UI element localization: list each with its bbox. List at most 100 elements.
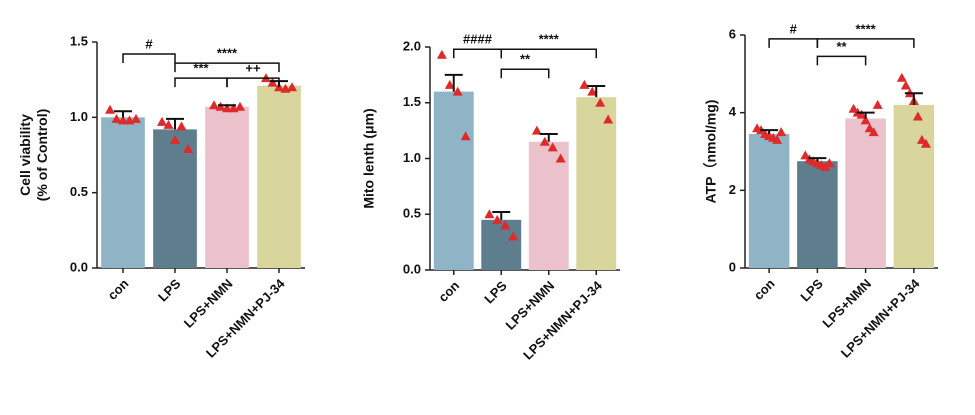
- data-point: [856, 109, 867, 119]
- data-point: [872, 99, 883, 109]
- bar: [257, 85, 301, 269]
- significance-label: ++: [245, 61, 261, 76]
- significance-bracket: [453, 48, 502, 59]
- data-point: [163, 119, 174, 129]
- error-bar: [218, 104, 236, 107]
- error-bar: [114, 110, 132, 118]
- bar: [845, 118, 886, 268]
- significance-label: #: [145, 36, 153, 51]
- bar: [748, 134, 790, 268]
- data-point: [539, 136, 550, 146]
- y-tick-label: 1.0: [403, 150, 421, 165]
- y-tick-label: 2: [729, 182, 736, 197]
- data-point: [222, 103, 232, 113]
- data-point: [587, 86, 598, 96]
- data-point: [131, 113, 141, 123]
- y-tick-label: 4: [729, 104, 737, 119]
- x-tick-label: con: [435, 278, 462, 305]
- x-tick-label: LPS: [797, 276, 826, 305]
- error-bar: [539, 132, 558, 142]
- y-tick-label: 0.5: [403, 206, 421, 221]
- data-point: [776, 127, 787, 137]
- data-point: [436, 49, 447, 59]
- y-tick-label: 1.5: [70, 33, 88, 48]
- bar: [576, 97, 617, 270]
- data-point: [555, 153, 566, 163]
- data-point: [868, 127, 879, 137]
- bar: [433, 91, 474, 270]
- data-point: [235, 101, 245, 111]
- error-bar: [760, 129, 779, 135]
- data-point: [824, 158, 835, 168]
- significance-label: ####: [463, 32, 493, 47]
- bar: [101, 117, 145, 268]
- data-point: [157, 116, 167, 126]
- data-point: [772, 134, 783, 144]
- significance-label: **: [836, 39, 847, 54]
- data-point: [900, 80, 911, 90]
- significance-bracket: [500, 68, 550, 79]
- significance-bracket: [174, 62, 280, 73]
- error-bar: [492, 211, 511, 220]
- data-point: [215, 101, 226, 111]
- bar: [797, 161, 838, 268]
- significance-bracket: [816, 38, 915, 48]
- significance-bracket: [768, 38, 819, 48]
- data-point: [176, 121, 187, 131]
- data-point: [444, 79, 455, 89]
- y-tick-label: 0.5: [70, 184, 88, 199]
- data-point: [452, 86, 463, 96]
- data-point: [920, 138, 931, 148]
- error-bar: [856, 111, 875, 119]
- data-point: [603, 114, 614, 124]
- y-tick-label: 6: [729, 26, 736, 41]
- y-axis-label: Cell viability: [17, 114, 33, 196]
- data-point: [484, 209, 495, 219]
- y-axis-label: ATP（nmol/mg): [703, 100, 719, 204]
- x-tick-label: LPS: [481, 278, 510, 307]
- y-tick-label: 1.0: [70, 109, 88, 124]
- significance-label: ****: [539, 32, 560, 47]
- data-point: [267, 77, 278, 87]
- significance-label: ****: [217, 46, 238, 61]
- bar: [528, 141, 569, 270]
- y-tick-label: 2.0: [403, 38, 421, 53]
- x-tick-label: con: [105, 276, 132, 303]
- significance-label: **: [520, 52, 531, 67]
- data-point: [287, 82, 297, 92]
- x-tick-label: LPS: [155, 276, 184, 305]
- error-bar: [444, 73, 463, 92]
- significance-label: #: [790, 21, 798, 36]
- data-point: [912, 111, 923, 121]
- data-point: [183, 143, 193, 153]
- significance-label: ****: [856, 21, 877, 36]
- bar: [205, 106, 249, 268]
- data-point: [531, 125, 542, 135]
- data-point: [595, 97, 606, 107]
- error-bar: [808, 157, 827, 162]
- significance-bracket: [226, 77, 280, 88]
- data-point: [508, 231, 519, 241]
- bar: [893, 104, 935, 269]
- significance-bracket: [122, 53, 176, 64]
- error-bar: [587, 85, 606, 98]
- data-point: [460, 131, 471, 141]
- data-point: [118, 115, 128, 125]
- bar: [481, 219, 522, 270]
- x-tick-label: LPS+NMN: [181, 276, 236, 331]
- y-tick-label: 1.5: [403, 94, 421, 109]
- x-tick-label: con: [751, 276, 778, 303]
- data-point: [105, 104, 115, 114]
- y-tick-label: 0.0: [70, 259, 88, 274]
- significance-bracket: [174, 77, 228, 88]
- data-point: [492, 214, 503, 224]
- y-axis-label: (% of Control): [34, 109, 50, 202]
- data-point: [547, 142, 558, 152]
- significance-bracket: [500, 48, 597, 59]
- significance-bracket: [816, 55, 867, 66]
- data-point: [170, 134, 180, 144]
- error-bar: [166, 117, 184, 130]
- data-point: [500, 220, 511, 230]
- data-point: [111, 113, 122, 123]
